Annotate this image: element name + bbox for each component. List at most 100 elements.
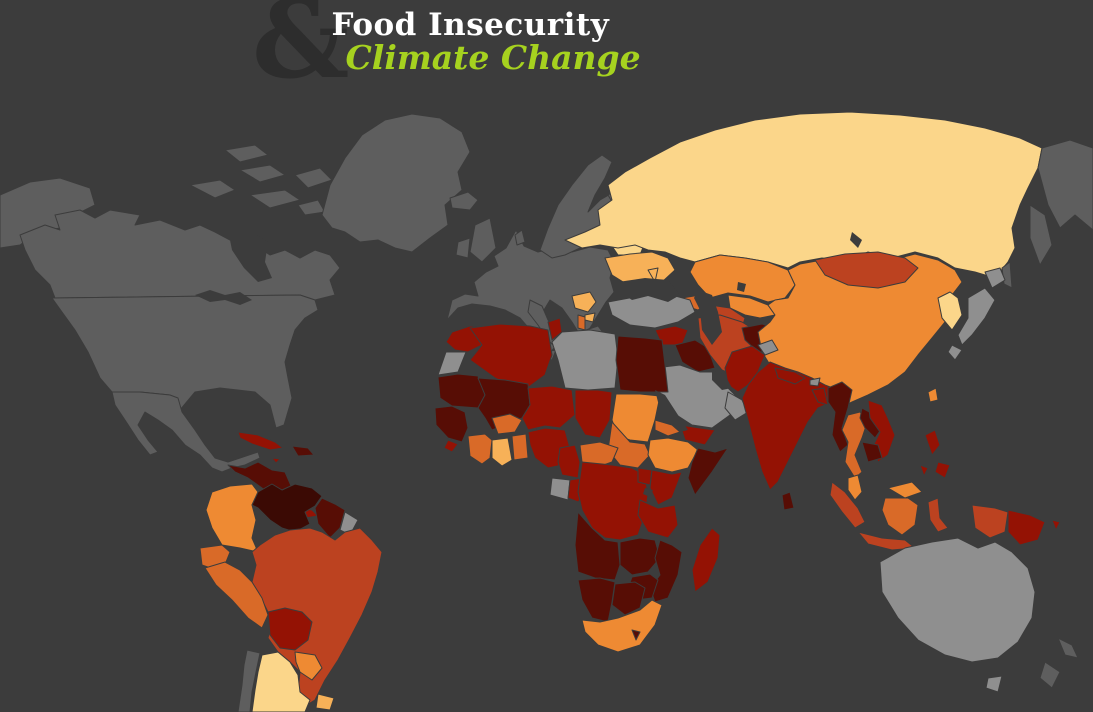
- country-senegal-guinea[interactable]: [434, 405, 469, 443]
- country-tasmania[interactable]: [985, 675, 1003, 693]
- country-namibia[interactable]: [577, 577, 616, 623]
- country-australia[interactable]: [879, 537, 1036, 663]
- country-nepal[interactable]: [774, 367, 806, 385]
- country-japan-honshu[interactable]: [957, 287, 996, 346]
- country-somalia[interactable]: [687, 447, 729, 496]
- country-iceland[interactable]: [449, 191, 479, 211]
- country-usa[interactable]: [51, 294, 319, 429]
- hudson-bay: [228, 230, 272, 282]
- country-ethiopia[interactable]: [647, 437, 699, 473]
- country-chad[interactable]: [574, 389, 613, 439]
- country-indonesia-kalimantan[interactable]: [881, 497, 919, 536]
- country-malawi-mozambique[interactable]: [649, 539, 683, 603]
- country-tanzania[interactable]: [637, 499, 679, 539]
- country-oman-uae[interactable]: [724, 391, 749, 421]
- country-botswana[interactable]: [611, 581, 646, 616]
- country-cambodia[interactable]: [861, 441, 883, 463]
- country-zambia[interactable]: [619, 537, 661, 576]
- country-jamaica[interactable]: [271, 457, 281, 464]
- country-egypt[interactable]: [615, 335, 669, 393]
- country-togo-benin[interactable]: [511, 433, 529, 461]
- country-guyana-suriname[interactable]: [314, 497, 346, 539]
- country-arctic-island-3[interactable]: [249, 189, 301, 209]
- country-western-sahara[interactable]: [437, 351, 467, 376]
- country-bolivia[interactable]: [267, 607, 313, 651]
- country-arctic-island-5[interactable]: [224, 144, 269, 163]
- country-uk[interactable]: [469, 217, 497, 263]
- country-ghana[interactable]: [491, 437, 513, 467]
- country-cameroon[interactable]: [557, 444, 581, 479]
- country-kashmir[interactable]: [757, 339, 779, 356]
- country-arctic-island-1[interactable]: [189, 179, 236, 199]
- country-philippines-luzon[interactable]: [924, 429, 941, 456]
- country-korea[interactable]: [937, 291, 963, 331]
- country-indonesia-sumatra[interactable]: [829, 481, 866, 529]
- country-hispaniola[interactable]: [291, 445, 315, 457]
- country-russia[interactable]: [564, 111, 1043, 279]
- country-angola[interactable]: [574, 511, 621, 581]
- country-albania[interactable]: [577, 314, 586, 331]
- country-arctic-island-4[interactable]: [294, 167, 333, 189]
- country-mongolia[interactable]: [814, 251, 919, 289]
- country-dr-congo[interactable]: [577, 461, 649, 541]
- country-chile[interactable]: [237, 649, 261, 712]
- country-gabon[interactable]: [549, 477, 571, 501]
- country-denmark[interactable]: [514, 229, 526, 246]
- country-philippines-visayas[interactable]: [919, 464, 929, 477]
- country-kamchatka[interactable]: [1029, 204, 1053, 266]
- country-madagascar[interactable]: [691, 527, 721, 593]
- country-algeria[interactable]: [469, 323, 553, 393]
- country-ukraine[interactable]: [604, 251, 676, 289]
- aral-sea: [737, 282, 746, 292]
- country-ireland[interactable]: [455, 237, 471, 259]
- country-yemen[interactable]: [679, 424, 716, 446]
- black-sea: [618, 278, 680, 302]
- country-indonesia-papua[interactable]: [971, 504, 1009, 539]
- country-greenland[interactable]: [321, 113, 471, 253]
- country-china[interactable]: [757, 253, 963, 409]
- country-cote-divoire[interactable]: [467, 433, 493, 465]
- country-south-africa[interactable]: [581, 599, 663, 653]
- country-sri-lanka[interactable]: [781, 491, 795, 511]
- country-bhutan[interactable]: [809, 377, 821, 387]
- country-japan-hokkaido[interactable]: [984, 267, 1006, 289]
- country-new-zealand-south[interactable]: [1039, 661, 1061, 689]
- country-japan-kyushu[interactable]: [947, 344, 963, 361]
- country-niger[interactable]: [521, 385, 576, 431]
- caspian-sea: [694, 290, 722, 345]
- country-indonesia-sulawesi[interactable]: [927, 497, 949, 533]
- country-bangladesh[interactable]: [811, 387, 829, 406]
- red-sea: [655, 390, 688, 432]
- country-sierra-leone[interactable]: [443, 439, 459, 453]
- country-philippines-mindanao[interactable]: [934, 461, 951, 479]
- country-taiwan[interactable]: [927, 387, 939, 403]
- country-mexico[interactable]: [111, 391, 261, 473]
- country-libya[interactable]: [551, 329, 619, 391]
- country-uruguay[interactable]: [315, 693, 335, 711]
- country-paraguay[interactable]: [294, 651, 323, 681]
- country-cuba[interactable]: [237, 431, 284, 451]
- country-moldova[interactable]: [647, 267, 659, 283]
- country-eritrea[interactable]: [654, 419, 681, 437]
- country-arctic-island-2[interactable]: [239, 164, 286, 183]
- country-uganda[interactable]: [637, 467, 653, 486]
- country-malaysia[interactable]: [847, 474, 863, 501]
- country-chukotka[interactable]: [1037, 139, 1093, 231]
- country-papua-new-guinea[interactable]: [1007, 509, 1046, 546]
- country-solomon-islands[interactable]: [1051, 519, 1061, 531]
- country-lesotho[interactable]: [631, 629, 641, 641]
- country-macedonia[interactable]: [584, 312, 596, 323]
- country-malaysia-borneo[interactable]: [887, 481, 923, 499]
- country-brazil[interactable]: [251, 527, 383, 707]
- country-iraq[interactable]: [674, 339, 716, 373]
- country-argentina[interactable]: [251, 651, 311, 712]
- country-kenya[interactable]: [649, 469, 683, 506]
- country-venezuela[interactable]: [251, 483, 323, 533]
- country-colombia[interactable]: [205, 483, 259, 553]
- country-new-zealand-north[interactable]: [1057, 637, 1079, 659]
- country-burkina-faso[interactable]: [491, 413, 523, 435]
- country-serbia-bosnia[interactable]: [571, 291, 597, 313]
